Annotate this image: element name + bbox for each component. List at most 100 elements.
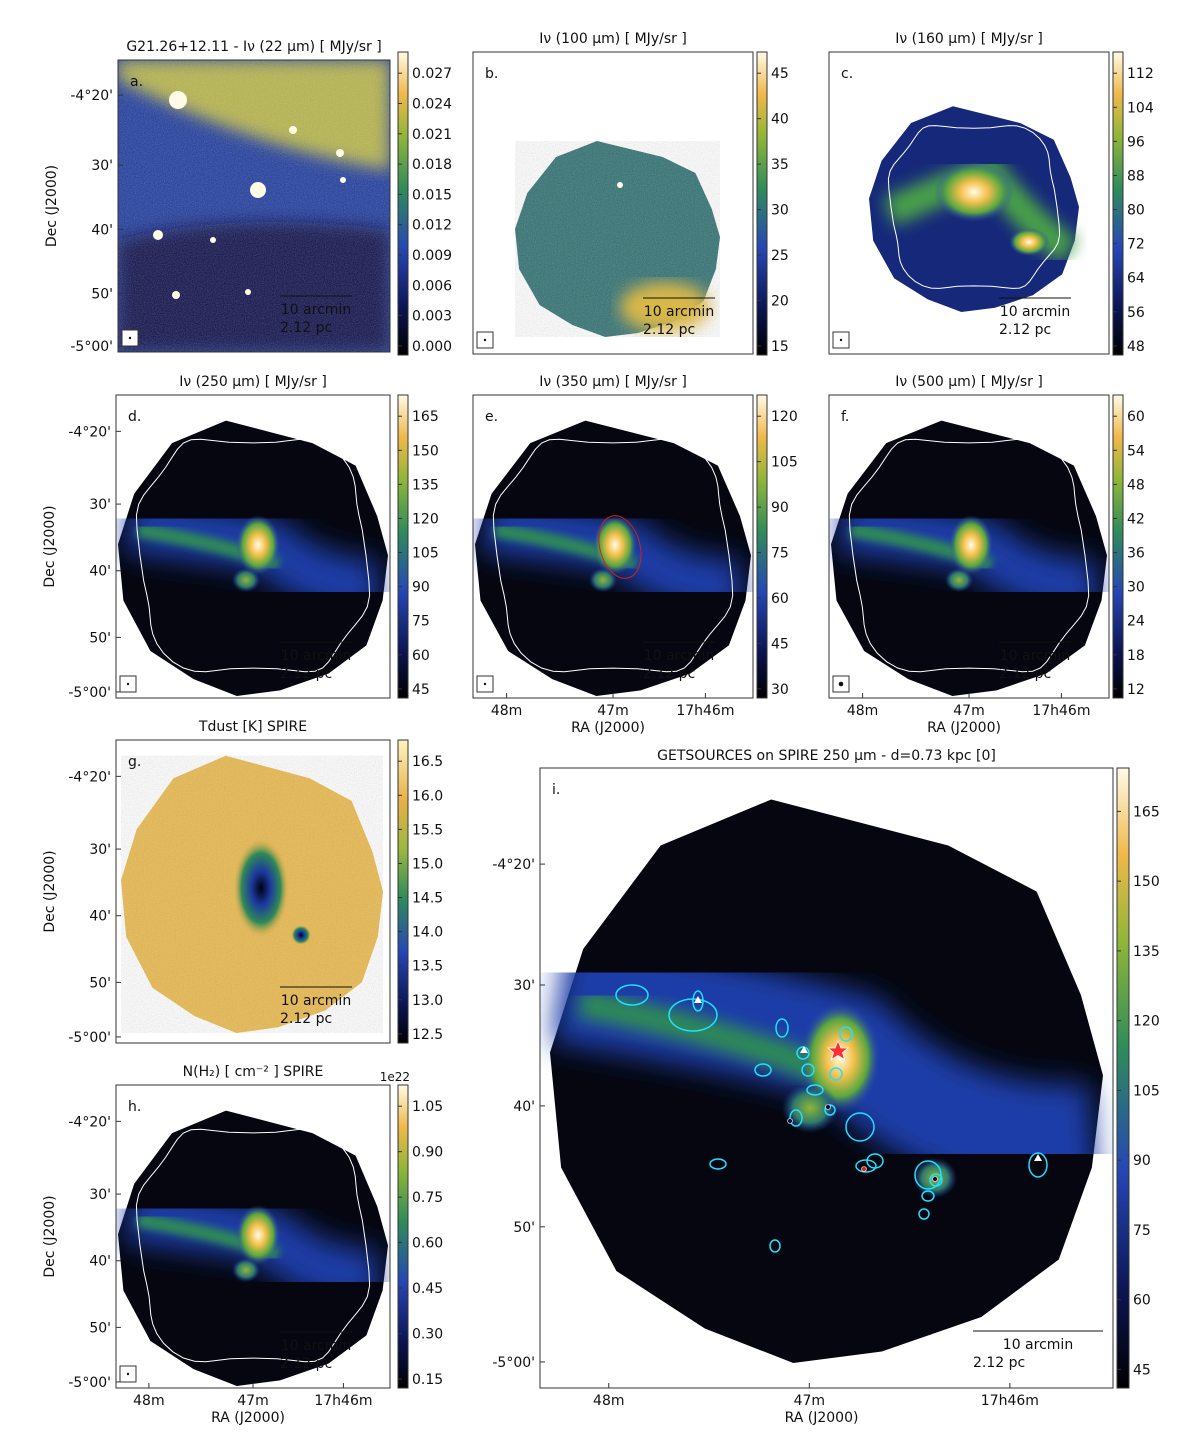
x-tick-e-2: 17h46m xyxy=(676,703,734,719)
panel-g: g. 10 arcmin 2.12 pc Tdust [K] SPIRE 16.5 16.… xyxy=(42,719,443,1046)
panel-d: d. 10 arcmin 2.12 pc Iν (250 μm) [ MJy/sr ]… xyxy=(42,374,439,701)
colorbar-tick-g-8: 12.5 xyxy=(412,1027,443,1043)
y-tick-h-4: -5°00' xyxy=(68,1375,111,1391)
colorbar-tick-g-3: 15.0 xyxy=(412,856,443,872)
plot-frame-i xyxy=(539,767,1114,1389)
scalebar-pc-h: 2.12 pc xyxy=(280,1356,332,1372)
plot-frame-c xyxy=(828,51,1110,355)
colorbar-tick-i-8: 45 xyxy=(1133,1362,1151,1378)
mask-contour xyxy=(887,125,1061,289)
colorbar-tick-a-3: 0.018 xyxy=(412,157,452,173)
x-tick-h-2: 17h46m xyxy=(314,1393,372,1409)
colorbar-tick-a-4: 0.015 xyxy=(412,187,452,203)
panel-title-h: N(H₂) [ cm⁻² ] SPIRE xyxy=(183,1064,324,1080)
colorbar-tick-d-3: 120 xyxy=(412,511,439,527)
map-image-c xyxy=(829,52,1109,354)
y-tick-a-4: -5°00' xyxy=(70,339,113,355)
mask-contour xyxy=(848,438,1090,673)
source-ellipse-11 xyxy=(866,1153,884,1169)
colorbar-tick-e-0: 120 xyxy=(771,409,798,425)
star-2 xyxy=(153,230,163,240)
red-ellipse xyxy=(598,515,642,579)
y-tick-a-2: 40' xyxy=(91,222,113,238)
colorbar-tick-e-2: 90 xyxy=(771,500,789,516)
colorbar-tick-g-0: 16.5 xyxy=(412,754,443,770)
panel-letter-d: d. xyxy=(128,409,141,425)
colorbar-tick-b-6: 15 xyxy=(771,339,789,355)
map-image-i xyxy=(540,768,1113,1388)
source-ellipse-15 xyxy=(929,1173,943,1187)
y-tick-a-3: 50' xyxy=(91,287,113,303)
source-ellipse-6 xyxy=(806,1084,824,1096)
source-ellipse-7 xyxy=(789,1109,803,1127)
colorbar-tick-h-3: 0.60 xyxy=(412,1236,443,1252)
colorbar-tick-c-4: 80 xyxy=(1127,203,1145,219)
colorbar-tick-f-1: 54 xyxy=(1127,443,1145,459)
source-ellipse-16 xyxy=(921,1190,935,1202)
y-tick-i-3: 50' xyxy=(513,1220,535,1236)
panel-letter-f: f. xyxy=(841,409,849,425)
x-tick-i-2: 17h46m xyxy=(981,1393,1039,1409)
source-dot-3 xyxy=(861,1166,867,1172)
colorbar-tick-h-1: 0.90 xyxy=(412,1145,443,1161)
colorbar-tick-c-2: 96 xyxy=(1127,134,1145,150)
colorbar-tick-f-8: 12 xyxy=(1127,682,1145,698)
panel-f: f. 10 arcmin 2.12 pc Iν (500 μm) [ MJy/sr ]… xyxy=(828,374,1145,736)
y-tick-g-2: 40' xyxy=(89,909,111,925)
colorbar-tick-a-2: 0.021 xyxy=(412,127,452,143)
scalebar-arcmin-g: 10 arcmin xyxy=(281,993,351,1009)
y-tick-i-1: 30' xyxy=(513,978,535,994)
star-5 xyxy=(340,177,346,183)
colorbar-tick-a-0: 0.027 xyxy=(412,66,452,82)
colorbar-f xyxy=(1112,394,1124,699)
y-tick-i-4: -5°00' xyxy=(492,1355,535,1371)
source-ellipse-5 xyxy=(754,1063,772,1077)
panel-b: b. 10 arcmin 2.12 pc Iν (100 μm) [ MJy/sr ]… xyxy=(472,31,789,356)
colorbar-e xyxy=(756,394,768,699)
colorbar-tick-g-5: 14.0 xyxy=(412,925,443,941)
colorbar-g xyxy=(397,739,409,1044)
scalebar-pc-g: 2.12 pc xyxy=(280,1011,332,1027)
y-tick-d-3: 50' xyxy=(89,630,111,646)
panel-a: a. 10 arcmin 2.12 pc G21.26+12.11 - Iν (22 … xyxy=(44,39,452,356)
colorbar-tick-d-7: 60 xyxy=(412,648,430,664)
colorbar-tick-c-5: 72 xyxy=(1127,237,1145,253)
mask-contour xyxy=(492,438,734,673)
panel-letter-i: i. xyxy=(552,782,560,798)
source-ellipse-2 xyxy=(692,990,704,1012)
colorbar-tick-h-4: 0.45 xyxy=(412,1281,443,1297)
panel-i: i. 10 arcmin 2.12 pc GETSOURCES on SPIRE 25… xyxy=(492,748,1159,1426)
panel-title-g: Tdust [K] SPIRE xyxy=(198,719,307,735)
scalebar-arcmin-h: 10 arcmin xyxy=(281,1338,351,1354)
y-tick-h-2: 40' xyxy=(89,1254,111,1270)
colorbar-tick-d-4: 105 xyxy=(412,546,439,562)
y-tick-a-1: 30' xyxy=(91,158,113,174)
colorbar-tick-d-1: 150 xyxy=(412,443,439,459)
colorbar-tick-g-4: 14.5 xyxy=(412,891,443,907)
colorbar-d xyxy=(397,394,409,699)
x-label-e: RA (J2000) xyxy=(571,720,645,736)
x-label-f: RA (J2000) xyxy=(927,720,1001,736)
colorbar-tick-a-1: 0.024 xyxy=(412,97,452,113)
scalebar-pc-i: 2.12 pc xyxy=(973,1355,1025,1371)
colorbar-tick-g-1: 16.0 xyxy=(412,788,443,804)
map-image-g xyxy=(116,740,390,1043)
colorbar-tick-e-1: 105 xyxy=(771,455,798,471)
plot-frame-g xyxy=(115,739,391,1044)
y-label-d: Dec (J2000) xyxy=(42,505,58,587)
y-tick-d-4: -5°00' xyxy=(68,685,111,701)
colorbar-tick-b-4: 25 xyxy=(771,248,789,264)
star-4 xyxy=(336,149,344,157)
panel-title-a: G21.26+12.11 - Iν (22 μm) [ MJy/sr ] xyxy=(126,39,381,55)
colorbar-tick-c-6: 64 xyxy=(1127,271,1145,287)
panel-title-e: Iν (350 μm) [ MJy/sr ] xyxy=(539,374,687,390)
scalebar-arcmin-i: 10 arcmin xyxy=(1003,1337,1073,1353)
y-tick-i-2: 40' xyxy=(513,1099,535,1115)
x-tick-i-0: 48m xyxy=(593,1393,624,1409)
panel-c: c. 10 arcmin 2.12 pc Iν (160 μm) [ MJy/sr ]… xyxy=(828,31,1154,356)
colorbar-tick-d-6: 75 xyxy=(412,614,430,630)
y-label-h: Dec (J2000) xyxy=(42,1195,58,1277)
colorbar-tick-c-8: 48 xyxy=(1127,339,1145,355)
scalebar-arcmin-a: 10 arcmin xyxy=(281,302,351,318)
panel-letter-c: c. xyxy=(841,66,853,82)
